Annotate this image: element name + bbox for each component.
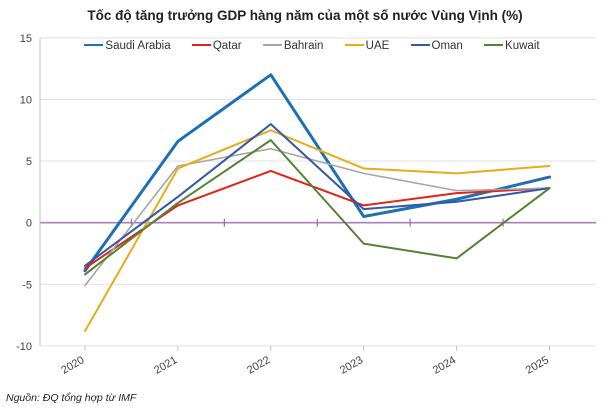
svg-text:2024: 2024 bbox=[431, 354, 458, 377]
svg-text:5: 5 bbox=[26, 156, 32, 168]
svg-text:0: 0 bbox=[26, 218, 32, 230]
svg-text:-10: -10 bbox=[16, 341, 32, 353]
svg-text:2020: 2020 bbox=[59, 354, 86, 377]
svg-text:10: 10 bbox=[20, 94, 32, 106]
svg-text:15: 15 bbox=[20, 33, 32, 45]
svg-text:2023: 2023 bbox=[338, 354, 365, 377]
svg-text:2025: 2025 bbox=[524, 354, 551, 377]
svg-text:2022: 2022 bbox=[245, 354, 272, 377]
svg-text:-5: -5 bbox=[22, 279, 32, 291]
svg-text:2021: 2021 bbox=[152, 354, 179, 377]
